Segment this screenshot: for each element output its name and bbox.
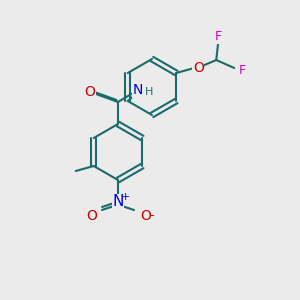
Text: F: F: [239, 64, 246, 76]
Text: N: N: [133, 83, 143, 97]
Text: +: +: [120, 192, 130, 202]
Text: O: O: [193, 61, 204, 75]
Text: O: O: [87, 209, 98, 223]
Text: F: F: [215, 31, 222, 44]
Text: -: -: [150, 209, 154, 223]
Text: O: O: [85, 85, 95, 99]
Text: H: H: [145, 87, 153, 97]
Text: N: N: [112, 194, 124, 209]
Text: O: O: [141, 209, 152, 223]
